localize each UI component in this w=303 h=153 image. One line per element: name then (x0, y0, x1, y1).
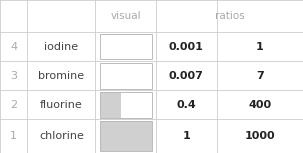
Bar (100, 121, 152, 151)
Bar (100, 92, 121, 118)
Text: 2: 2 (10, 100, 17, 110)
Text: 400: 400 (248, 100, 271, 110)
Text: 0.007: 0.007 (169, 71, 204, 81)
Text: 0.4: 0.4 (176, 100, 196, 110)
Text: bromine: bromine (38, 71, 85, 81)
Bar (100, 63, 152, 89)
Text: chlorine: chlorine (39, 131, 84, 141)
Text: 7: 7 (256, 71, 264, 81)
Text: 1: 1 (182, 131, 190, 141)
Text: fluorine: fluorine (40, 100, 83, 110)
Text: 3: 3 (10, 71, 17, 81)
Text: visual: visual (110, 11, 141, 21)
Bar (100, 92, 152, 118)
Text: 4: 4 (10, 42, 17, 52)
Bar (100, 34, 152, 60)
Text: iodine: iodine (44, 42, 78, 52)
Text: 1: 1 (10, 131, 17, 141)
Text: 1000: 1000 (245, 131, 275, 141)
Bar (100, 121, 152, 151)
Text: ratios: ratios (215, 11, 245, 21)
Text: 1: 1 (256, 42, 264, 52)
Text: 0.001: 0.001 (169, 42, 204, 52)
